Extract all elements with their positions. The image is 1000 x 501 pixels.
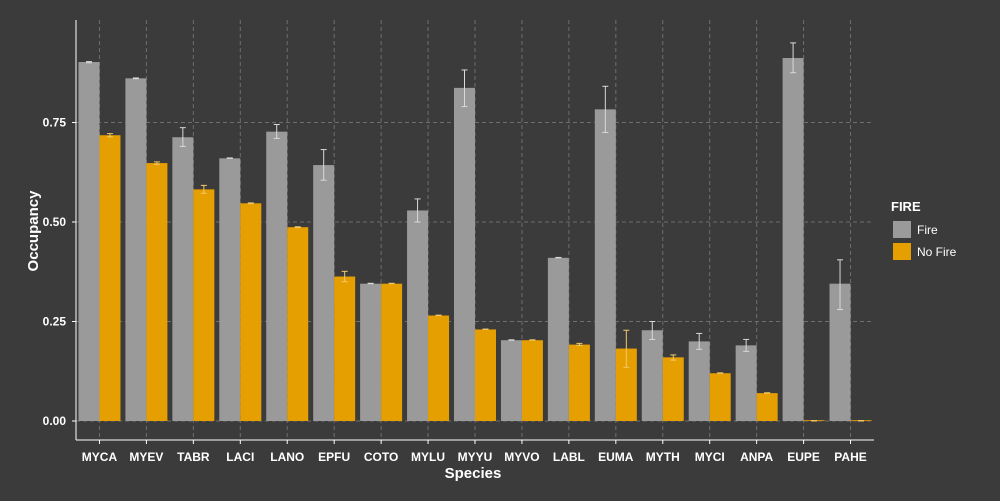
bar-no-fire bbox=[568, 344, 590, 421]
bar-no-fire bbox=[756, 393, 778, 421]
bar-no-fire bbox=[287, 227, 309, 421]
y-tick-label: 0.25 bbox=[43, 315, 67, 329]
x-axis-title: Species bbox=[445, 465, 502, 482]
bars bbox=[78, 58, 872, 422]
bar-no-fire bbox=[662, 357, 684, 421]
legend-label: Fire bbox=[917, 223, 938, 237]
x-tick-label: EPFU bbox=[318, 450, 350, 464]
bar-no-fire bbox=[146, 163, 168, 421]
bar-fire bbox=[829, 283, 851, 421]
x-tick-label: LABL bbox=[553, 450, 585, 464]
x-tick-label: MYCA bbox=[82, 450, 118, 464]
bar-fire bbox=[266, 131, 288, 422]
y-tick-label: 0.75 bbox=[43, 116, 67, 130]
x-tick-label: MYCI bbox=[695, 450, 725, 464]
bar-no-fire bbox=[615, 348, 637, 421]
legend-label: No Fire bbox=[917, 245, 957, 259]
x-tick-label: EUPE bbox=[787, 450, 820, 464]
bar-fire bbox=[594, 109, 616, 421]
bar-fire bbox=[547, 257, 569, 421]
bar-fire bbox=[407, 210, 429, 421]
y-axis-title: Occupancy bbox=[25, 190, 42, 272]
bar-fire bbox=[454, 87, 475, 422]
bar-fire bbox=[172, 137, 194, 421]
bar-no-fire bbox=[240, 203, 262, 421]
bar-no-fire bbox=[381, 283, 403, 421]
axes: 0.00 0.25 0.50 0.75 MYCA MYEV TABR LACI LANO EPFU… bbox=[43, 20, 874, 464]
x-tick-label: MYVO bbox=[504, 450, 539, 464]
legend-key-fire bbox=[893, 221, 911, 238]
x-tick-label: LACI bbox=[226, 450, 254, 464]
bar-fire bbox=[360, 283, 382, 421]
x-tick-label: MYTH bbox=[646, 450, 680, 464]
bar-fire bbox=[735, 345, 757, 421]
bar-no-fire bbox=[334, 276, 356, 421]
x-tick-label: EUMA bbox=[598, 450, 634, 464]
bar-fire bbox=[688, 341, 710, 421]
bar-no-fire bbox=[193, 189, 215, 421]
x-tick-label: MYYU bbox=[458, 450, 493, 464]
bar-fire bbox=[500, 340, 522, 421]
x-tick-label: MYEV bbox=[129, 450, 163, 464]
bar-fire bbox=[125, 78, 147, 422]
x-tick-label: COTO bbox=[364, 450, 398, 464]
legend-key-no-fire bbox=[893, 243, 911, 260]
x-tick-label: MYLU bbox=[411, 450, 445, 464]
bar-no-fire bbox=[99, 135, 121, 421]
x-tick-label: TABR bbox=[177, 450, 210, 464]
bar-fire bbox=[219, 158, 241, 421]
legend-title: FIRE bbox=[891, 199, 921, 214]
y-tick-label: 0.50 bbox=[43, 215, 67, 229]
bar-no-fire bbox=[521, 340, 543, 421]
bar-fire bbox=[782, 58, 804, 422]
bar-no-fire bbox=[709, 373, 731, 421]
bar-fire bbox=[78, 62, 100, 422]
bar-fire bbox=[641, 330, 663, 421]
error-bars bbox=[85, 42, 865, 422]
bar-no-fire bbox=[475, 329, 496, 421]
legend: FIRE Fire No Fire bbox=[891, 199, 957, 260]
y-tick-label: 0.00 bbox=[43, 414, 67, 428]
x-tick-label: PAHE bbox=[834, 450, 866, 464]
bar-fire bbox=[313, 165, 335, 421]
x-tick-label: ANPA bbox=[740, 450, 773, 464]
x-tick-label: LANO bbox=[270, 450, 304, 464]
bar-no-fire bbox=[428, 315, 450, 421]
